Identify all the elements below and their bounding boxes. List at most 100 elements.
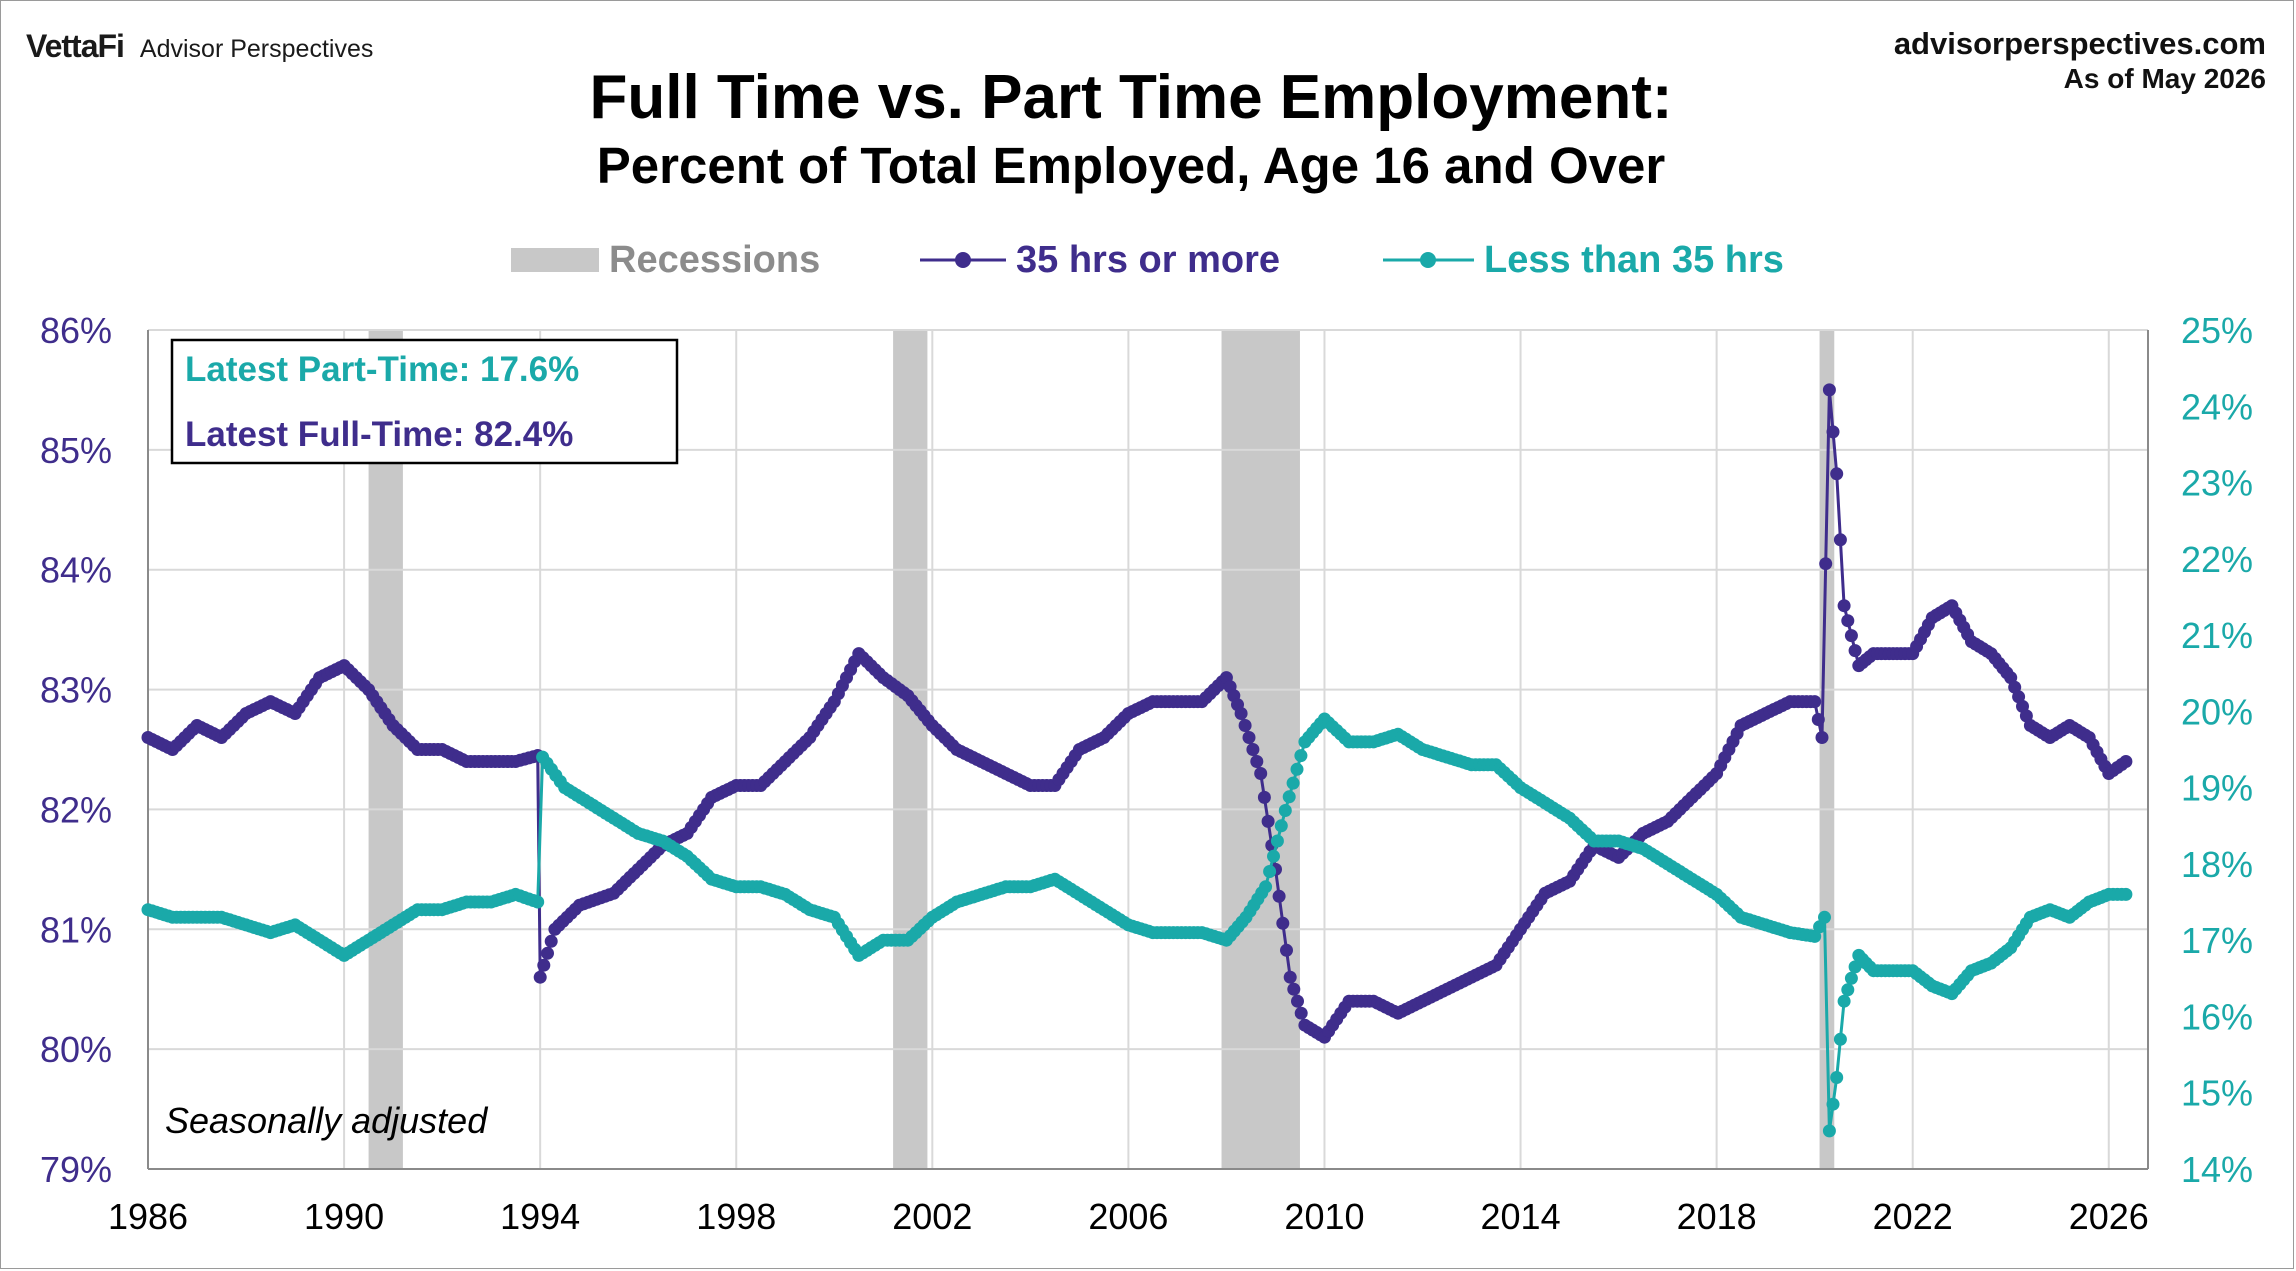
y-right-tick-10: 24% (2181, 386, 2253, 427)
recession-band-2 (1221, 330, 1300, 1169)
part-time-point (1826, 1097, 1840, 1111)
full-time-point (544, 934, 558, 948)
y-left-tick-4: 83% (40, 670, 112, 711)
part-time-point (2119, 887, 2133, 901)
y-right-tick-1: 15% (2181, 1073, 2253, 1114)
full-time-point (1294, 1006, 1308, 1020)
part-time-point (1274, 819, 1288, 833)
part-time-point (1282, 790, 1296, 804)
y-left-tick-1: 80% (40, 1029, 112, 1070)
part-time-point (1263, 865, 1277, 878)
legend: Recessions 35 hrs or more Less than 35 h… (511, 239, 1784, 281)
recession-bands (368, 330, 1835, 1169)
part-time-point (1286, 776, 1300, 790)
full-time-point (1272, 889, 1286, 903)
part-time-point (1270, 834, 1284, 848)
full-time-point (1257, 790, 1271, 804)
full-time-point (1234, 707, 1248, 720)
as-of-date: As of May 2026 (2063, 63, 2266, 94)
full-time-point (1242, 731, 1256, 744)
part-time-point (1267, 849, 1280, 863)
full-time-point (1815, 731, 1829, 744)
axes: 79% 80% 81% 82% 83% 84% 85% 86% 14% 15% 16% 17% 18% 1… (40, 310, 2253, 1237)
source-block: advisorperspectives.com As of May 2026 (1894, 26, 2266, 96)
part-time-point (1833, 1032, 1847, 1046)
y-right-tick-8: 22% (2181, 539, 2253, 580)
part-time-point (1278, 804, 1292, 817)
x-tick-2010: 2010 (1284, 1196, 1364, 1237)
full-time-point (1841, 614, 1855, 628)
part-time-point (1841, 983, 1855, 997)
full-time-markers (141, 383, 2133, 1044)
x-tick-2018: 2018 (1677, 1196, 1757, 1237)
full-time-point (1261, 814, 1275, 828)
y-left-tick-3: 82% (40, 789, 112, 830)
full-time-point (1844, 629, 1858, 643)
full-time-point (1833, 533, 1847, 547)
y-right-tick-3: 17% (2181, 920, 2253, 961)
x-tick-2026: 2026 (2069, 1196, 2149, 1237)
full-time-point (1246, 743, 1260, 756)
full-time-point (541, 946, 554, 960)
latest-values-box: Latest Part-Time: 17.6% Latest Full-Time… (170, 338, 679, 465)
y-right-tick-4: 18% (2181, 844, 2253, 885)
brand: VettaFi Advisor Perspectives (26, 28, 373, 65)
latest-box-frame (170, 338, 679, 465)
full-time-point (1830, 467, 1844, 481)
y-right-tick-6: 20% (2181, 691, 2253, 732)
full-time-point (2119, 755, 2133, 768)
x-tick-2002: 2002 (892, 1196, 972, 1237)
full-time-point (1848, 644, 1862, 658)
full-time-point (1826, 425, 1840, 439)
y-right-tick-7: 21% (2181, 615, 2253, 656)
y-left-tick-0: 79% (40, 1149, 112, 1190)
legend-part-time: Less than 35 hrs (1484, 239, 1784, 281)
y-right-tick-11: 25% (2181, 310, 2253, 351)
full-time-point (1837, 599, 1851, 613)
x-tick-1986: 1986 (108, 1196, 188, 1237)
legend-recessions: Recessions (609, 239, 820, 281)
chart-title: Full Time vs. Part Time Employment: (589, 63, 1673, 132)
full-time-point (537, 958, 551, 972)
legend-recession-swatch (511, 248, 599, 272)
part-time-point (1830, 1071, 1844, 1084)
y-right-tick-2: 16% (2181, 996, 2253, 1037)
legend-full-time: 35 hrs or more (1016, 239, 1280, 281)
seasonally-adjusted-note: Seasonally adjusted (165, 1100, 488, 1141)
y-left-tick-5: 84% (40, 550, 112, 591)
y-right-tick-5: 19% (2181, 768, 2253, 809)
part-time-markers (141, 712, 2133, 1138)
full-time-point (1283, 970, 1297, 984)
source-url: advisorperspectives.com (1893, 26, 2266, 61)
full-time-point (1808, 695, 1822, 709)
latest-full-time: Latest Full-Time: 82.4% (185, 415, 573, 454)
y-left-tick-2: 81% (40, 909, 112, 950)
brand-name: Advisor Perspectives (139, 35, 374, 63)
part-time-point (1259, 880, 1273, 894)
full-time-point (1276, 916, 1290, 930)
part-time-point (1844, 971, 1858, 985)
part-time-point (1294, 749, 1308, 763)
part-time-point (1818, 910, 1831, 924)
y-right-tick-0: 14% (2181, 1149, 2253, 1190)
vettafi-logo: VettaFi (26, 28, 125, 64)
full-time-point (1291, 994, 1304, 1008)
recession-band-0 (368, 330, 403, 1169)
part-time-point (1808, 929, 1822, 943)
legend-full-time-marker (955, 252, 971, 268)
full-time-point (1811, 713, 1825, 726)
y-left-tick-7: 86% (40, 310, 112, 351)
x-tick-2022: 2022 (1873, 1196, 1953, 1237)
x-tick-1998: 1998 (696, 1196, 776, 1237)
full-time-point (1822, 383, 1836, 397)
full-time-point (1287, 982, 1301, 996)
x-tick-2006: 2006 (1088, 1196, 1168, 1237)
full-time-point (1238, 719, 1252, 732)
full-time-point (1250, 755, 1264, 768)
recession-band-3 (1819, 330, 1835, 1169)
part-time-point (1837, 994, 1851, 1008)
full-time-point (533, 970, 547, 984)
x-tick-2014: 2014 (1481, 1196, 1561, 1237)
